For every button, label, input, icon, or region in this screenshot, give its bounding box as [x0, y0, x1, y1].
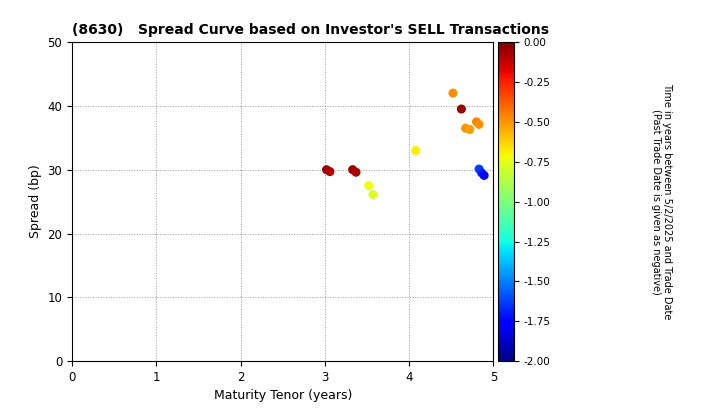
Point — [350, 169, 361, 176]
Point — [347, 166, 359, 173]
Point — [367, 191, 379, 198]
Y-axis label: Time in years between 5/2/2025 and Trade Date
(Past Trade Date is given as negat: Time in years between 5/2/2025 and Trade… — [651, 84, 672, 320]
Point — [478, 172, 490, 179]
Point — [460, 125, 472, 131]
Point — [410, 147, 422, 154]
Point — [447, 90, 459, 97]
Point — [321, 166, 333, 173]
Point — [363, 182, 374, 189]
Point — [456, 106, 467, 113]
X-axis label: Maturity Tenor (years): Maturity Tenor (years) — [214, 389, 352, 402]
Point — [473, 121, 485, 128]
Point — [464, 126, 476, 133]
Text: (8630)   Spread Curve based on Investor's SELL Transactions: (8630) Spread Curve based on Investor's … — [72, 23, 549, 37]
Point — [324, 168, 336, 175]
Y-axis label: Spread (bp): Spread (bp) — [29, 165, 42, 239]
Point — [471, 118, 482, 125]
Point — [476, 170, 487, 176]
Point — [473, 165, 485, 172]
